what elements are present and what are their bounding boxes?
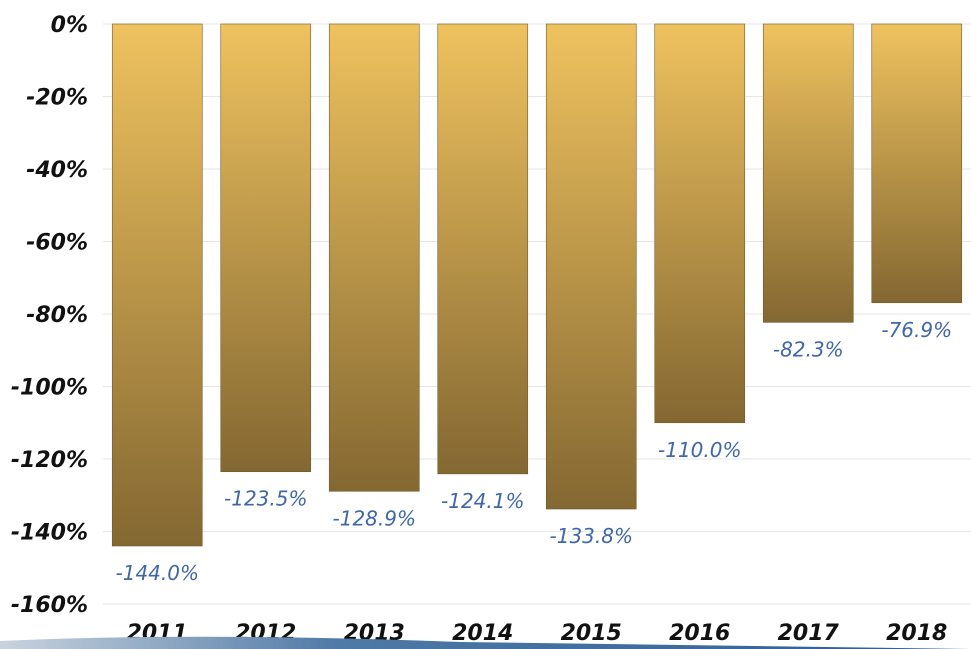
data-label: -144.0% — [116, 561, 199, 585]
bar-2016 — [654, 23, 746, 424]
y-tick-label: -60% — [26, 231, 88, 256]
data-label: -124.1% — [441, 489, 524, 513]
data-label: -123.5% — [224, 487, 307, 511]
bar-2012 — [220, 23, 312, 472]
x-category-label: 2015 — [561, 621, 622, 646]
bars — [111, 23, 963, 547]
data-labels: -144.0% -123.5% -128.9% -124.1% -133.8% -110.… — [116, 318, 953, 585]
x-category-label: 2018 — [886, 621, 947, 646]
y-tick-label: -120% — [11, 448, 88, 473]
x-category-label: 2017 — [778, 621, 840, 646]
data-label: -76.9% — [881, 318, 952, 342]
bar-2015 — [545, 23, 637, 510]
y-tick-label: -80% — [26, 303, 88, 328]
x-category-label: 2016 — [669, 621, 730, 646]
y-tick-label: -20% — [26, 86, 88, 111]
data-label: -128.9% — [333, 506, 416, 530]
footer-decoration — [0, 636, 971, 649]
data-label: -133.8% — [550, 524, 633, 548]
y-tick-label: -100% — [11, 376, 88, 401]
y-tick-label: 0% — [51, 13, 88, 38]
y-tick-label: -40% — [26, 158, 88, 183]
bar-2014 — [437, 23, 529, 475]
bar-2017 — [762, 23, 854, 323]
y-tick-label: -160% — [11, 593, 88, 618]
bar-2013 — [328, 23, 420, 492]
y-tick-label: -140% — [11, 521, 88, 546]
bar-2018 — [871, 23, 963, 304]
bar-2011 — [111, 23, 203, 547]
data-label: -82.3% — [773, 337, 844, 361]
data-label: -110.0% — [658, 438, 741, 462]
y-axis: 0% -20% -40% -60% -80% -100% -120% -140% -160% — [11, 13, 88, 618]
x-category-label: 2014 — [452, 621, 513, 646]
